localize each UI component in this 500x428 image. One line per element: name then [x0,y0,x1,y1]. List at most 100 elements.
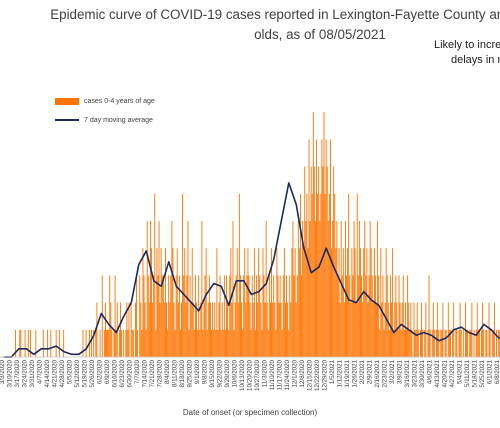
case-bar [339,302,341,357]
case-bar [180,329,181,357]
case-bar [406,329,407,357]
case-bar [142,248,144,357]
case-bar [58,329,60,357]
case-bar [265,221,267,357]
case-bar [378,275,380,357]
case-bar [215,329,217,357]
x-tick-label: 12/1/2020 [292,359,299,387]
case-bar [346,275,347,357]
x-tick-label: 6/23/2020 [119,359,126,387]
case-bar [47,329,49,357]
case-bar [63,329,65,357]
case-bar [312,112,314,357]
x-tick-label: 5/25/2021 [479,359,486,387]
case-bar [316,139,317,357]
case-bar [93,329,95,357]
case-bar [205,248,207,357]
case-bar [442,302,444,357]
case-bar [332,221,334,357]
case-bar [271,248,272,357]
case-bar [108,329,110,357]
case-bar [356,193,358,357]
case-bar [420,329,421,357]
x-tick-label: 5/5/2020 [67,359,74,384]
case-bar [466,329,467,357]
case-bar [335,248,337,357]
case-bar [342,248,344,357]
case-bar [227,302,229,357]
case-bar [162,275,164,357]
case-bar [187,221,189,357]
case-bar [304,166,306,357]
case-bar [225,329,226,357]
case-bar [290,302,292,357]
x-axis-tick-labels: 3/3/2020 3/10/2020 3/17/2020 3/24/2020 3/31/… [0,359,500,391]
case-bar [160,248,162,357]
case-bar [204,275,206,357]
case-bar [301,275,302,357]
case-bar [15,329,16,357]
case-bar [351,248,353,357]
case-bar [270,302,271,357]
legend-item-moving-average: 7 day moving average [55,115,155,125]
x-tick-label: 7/14/2020 [142,359,149,387]
case-bar [229,275,231,357]
legend-swatch-moving-average [55,119,79,121]
case-bar [303,248,305,357]
case-bar [320,193,322,357]
case-bar [241,302,242,357]
case-bar [280,302,282,357]
case-bar [424,329,426,357]
case-bar [185,302,187,357]
case-bar [428,275,430,357]
case-bar [172,248,174,357]
case-bar [477,329,479,357]
case-bar [85,329,87,357]
case-bar [82,329,84,357]
case-bar [385,248,387,357]
x-tick-label: 1/12/2021 [337,359,344,387]
case-bar [259,275,261,357]
case-bar [50,329,52,357]
case-bar [436,329,437,357]
legend-label-cases: cases 0-4 years of age [84,97,155,105]
case-bar [197,329,199,357]
case-bar [315,221,316,357]
case-bar [214,302,216,357]
case-bar [403,329,405,357]
case-bar [135,302,136,357]
x-tick-label: 12/8/2020 [299,359,306,387]
case-bar [402,275,404,357]
case-bar [195,275,196,357]
case-bar [242,329,244,357]
case-bar [292,221,294,357]
case-bar [282,275,284,357]
case-bar [355,302,357,357]
case-bar [297,221,299,357]
case-bar [137,329,139,357]
x-tick-label: 6/30/2020 [127,359,134,387]
case-bar [358,221,360,357]
case-bar [485,329,487,357]
case-bar [498,329,500,357]
x-axis-label: Date of onset (or specimen collection) [182,408,318,417]
x-tick-label: 3/16/2021 [404,359,411,387]
case-bar [491,329,493,357]
case-bar [475,329,477,357]
reporting-delay-note-line-1: Likely to increase due to [434,39,500,51]
case-bar [190,302,192,357]
case-bar [392,248,394,357]
case-bar [246,275,248,357]
case-bar [386,275,388,357]
case-bar [333,166,335,357]
case-bar [266,302,268,357]
case-bar [458,329,460,357]
case-bar [452,329,454,357]
x-tick-label: 11/10/2020 [269,359,276,390]
case-bar [489,329,491,357]
moving-average-line [3,182,500,358]
case-bar [103,329,105,357]
case-bar [433,329,435,357]
case-bar [370,248,372,357]
